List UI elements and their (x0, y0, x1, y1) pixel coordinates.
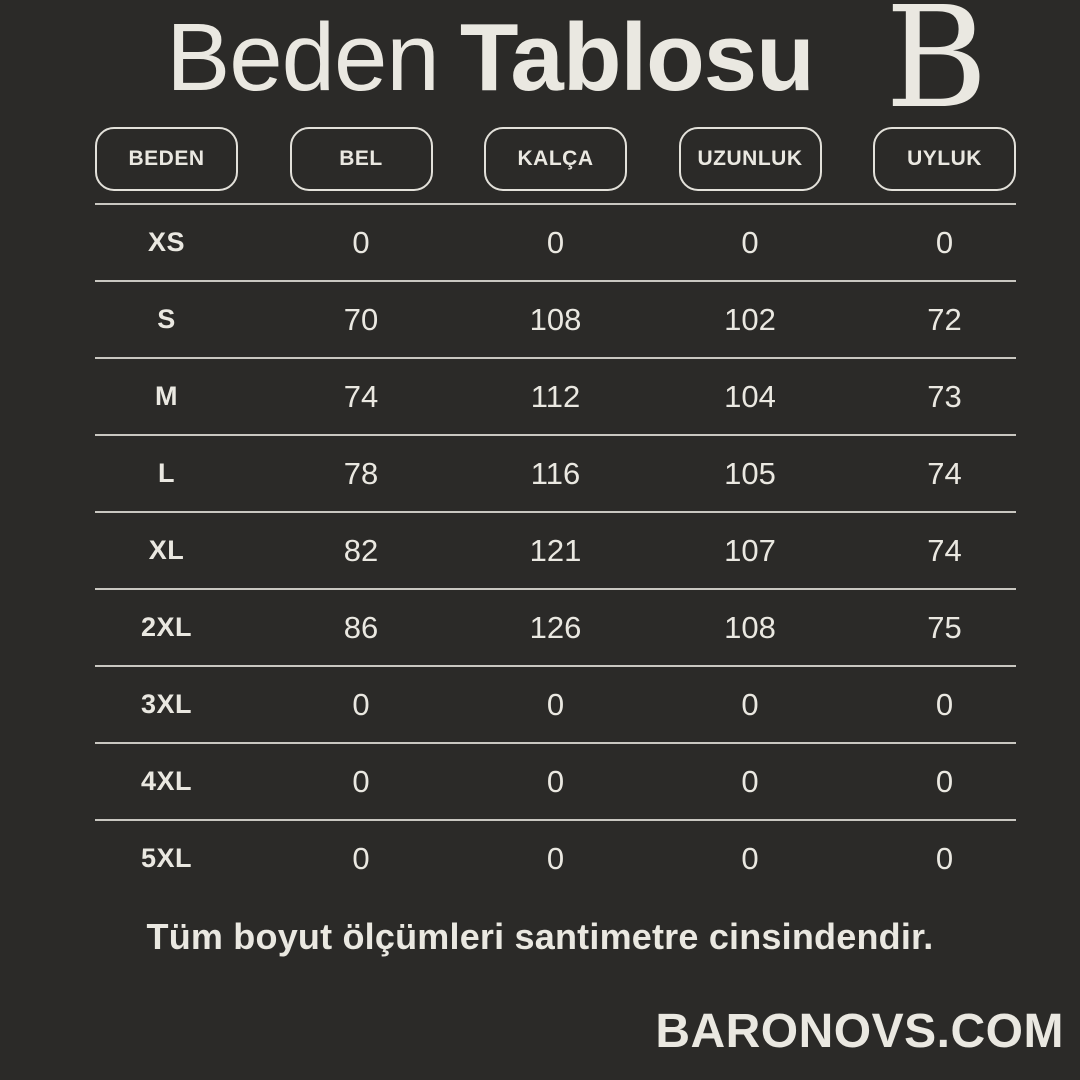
table-cell: 105 (724, 455, 776, 491)
brand-letter-logo: B (885, 0, 988, 140)
table-row-l: L 78 116 105 74 (95, 436, 1016, 513)
column-header-kalca: KALÇA (484, 127, 627, 191)
table-row-m: M 74 112 104 73 (95, 359, 1016, 436)
table-row-xs: XS 0 0 0 0 (95, 205, 1016, 282)
size-table: XS 0 0 0 0 S 70 108 102 72 M 74 112 104 … (95, 203, 1016, 896)
table-cell: 73 (927, 378, 962, 414)
table-row-3xl: 3XL 0 0 0 0 (95, 667, 1016, 744)
table-cell: 112 (530, 378, 581, 414)
table-cell: 0 (741, 763, 759, 799)
table-cell: 75 (927, 609, 962, 645)
table-cell: 72 (927, 301, 962, 337)
column-header-uzunluk: UZUNLUK (678, 127, 822, 191)
table-cell: 0 (935, 224, 954, 260)
size-label: S (157, 304, 176, 334)
table-cell: 86 (343, 609, 379, 645)
table-cell: 82 (343, 532, 379, 568)
table-cell: 0 (546, 686, 565, 722)
size-label: 4XL (140, 766, 193, 796)
table-cell: 0 (741, 224, 759, 260)
size-label: L (158, 458, 175, 488)
table-cell: 107 (724, 532, 776, 568)
units-note: Tüm boyut ölçümleri santimetre cinsinden… (146, 916, 934, 957)
column-header-beden: BEDEN (95, 127, 238, 191)
size-label: 5XL (140, 843, 193, 873)
size-label: XS (147, 227, 186, 257)
page-title-light: Beden (166, 4, 440, 111)
table-cell: 78 (343, 455, 379, 491)
table-cell: 74 (927, 455, 962, 491)
page-title-bold: Tablosu (459, 4, 815, 111)
table-row-s: S 70 108 102 72 (95, 282, 1016, 359)
table-cell: 116 (530, 455, 581, 491)
table-row-2xl: 2XL 86 126 108 75 (95, 590, 1016, 667)
table-cell: 0 (352, 686, 370, 722)
table-cell: 104 (724, 378, 776, 414)
table-row-xl: XL 82 121 107 74 (95, 513, 1016, 590)
table-cell: 126 (529, 609, 582, 645)
table-cell: 70 (343, 301, 379, 337)
size-label: 2XL (140, 612, 193, 642)
table-cell: 0 (935, 686, 954, 722)
column-header-row: BEDEN BEL KALÇA UZUNLUK UYLUK (95, 127, 1016, 191)
table-cell: 0 (352, 224, 370, 260)
page-title: Beden Tablosu (0, 10, 980, 106)
table-row-5xl: 5XL 0 0 0 0 (95, 821, 1016, 896)
table-cell: 0 (741, 840, 759, 876)
table-cell: 0 (935, 840, 954, 876)
table-cell: 108 (529, 301, 582, 337)
column-header-uyluk: UYLUK (873, 127, 1016, 191)
table-cell: 102 (724, 301, 776, 337)
table-cell: 0 (935, 763, 954, 799)
website-text: BARONOVS.COM (655, 1005, 1064, 1058)
table-cell: 121 (529, 532, 582, 568)
table-cell: 74 (343, 378, 379, 414)
table-cell: 0 (352, 763, 370, 799)
table-cell: 108 (724, 609, 776, 645)
table-cell: 0 (741, 686, 759, 722)
table-row-4xl: 4XL 0 0 0 0 (95, 744, 1016, 821)
table-cell: 0 (546, 224, 565, 260)
size-label: M (155, 381, 178, 411)
size-label: 3XL (140, 689, 193, 719)
table-cell: 0 (546, 840, 565, 876)
table-cell: 74 (927, 532, 962, 568)
table-cell: 0 (546, 763, 565, 799)
column-header-bel: BEL (289, 127, 433, 191)
size-label: XL (148, 535, 185, 565)
table-cell: 0 (352, 840, 370, 876)
